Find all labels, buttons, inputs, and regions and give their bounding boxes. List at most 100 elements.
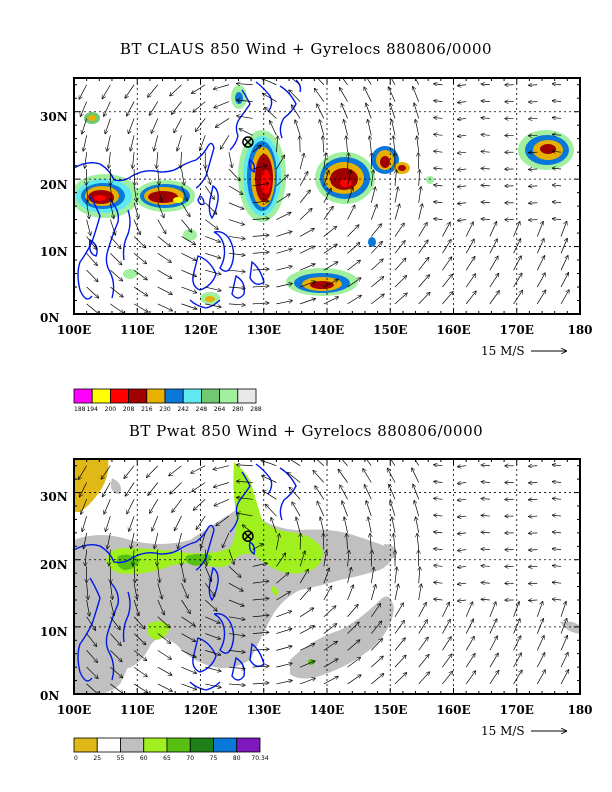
wind-vector — [418, 275, 430, 288]
wind-vector — [228, 684, 245, 685]
wind-vector — [181, 683, 197, 690]
wind-vector — [299, 678, 315, 685]
cloud-patches-minor — [84, 85, 434, 304]
wind-vector — [442, 257, 451, 271]
colorbar-swatch — [200, 388, 220, 404]
colorbar-swatch — [143, 737, 168, 753]
wind-vector — [560, 239, 567, 254]
wind-vector — [391, 120, 396, 136]
wind-vector — [105, 118, 111, 133]
wind-vector — [442, 222, 450, 237]
colorbar-swatch — [182, 388, 202, 404]
wind-vector — [79, 84, 87, 99]
wind-vector — [157, 202, 164, 218]
wind-vector — [320, 120, 325, 136]
wind-vector — [434, 482, 443, 483]
lon-label: 120E — [183, 323, 217, 337]
colorbar-swatch — [237, 388, 257, 404]
wind-vector — [394, 621, 404, 634]
wind-vector — [299, 569, 308, 584]
wind-vector — [239, 129, 253, 136]
wind-vector — [291, 105, 301, 119]
wind-vector — [465, 671, 475, 685]
wind-vector — [323, 586, 332, 601]
wind-vector — [127, 499, 135, 513]
wind-vector — [205, 236, 220, 242]
wind-vector — [292, 502, 301, 517]
wind-vector — [348, 153, 349, 170]
wind-vector — [323, 189, 331, 203]
wind-vector — [413, 87, 420, 102]
wind-vector — [481, 101, 490, 102]
colorbar-label: 194 — [86, 406, 98, 413]
wind-vector — [434, 549, 443, 550]
wind-vector — [414, 459, 420, 466]
colorbar: 188 194 200 208 216 230 242 248 264 280 288 — [73, 388, 262, 413]
wind-vector — [347, 260, 361, 271]
wind-vector — [370, 170, 373, 186]
wind-vector — [553, 515, 562, 516]
colorbar-label: 75 — [210, 755, 218, 762]
wind-vector — [344, 120, 348, 136]
wind-vector — [133, 599, 139, 615]
wind-vector — [129, 515, 135, 531]
axis-ticks — [73, 459, 581, 695]
wind-vector — [324, 153, 326, 170]
wind-vector — [412, 468, 420, 483]
wind-vector — [157, 219, 166, 234]
wind-vector — [370, 534, 371, 550]
wind-vector — [394, 655, 406, 668]
wind-vector — [458, 499, 467, 500]
wind-vector — [174, 118, 182, 132]
wind-vector — [389, 485, 396, 500]
colorbar-swatch — [164, 388, 184, 404]
wind-vector — [560, 256, 568, 271]
wind-vector — [288, 472, 301, 483]
wind-vector — [553, 101, 562, 102]
wind-vector — [442, 274, 452, 288]
cloud-cluster-south-china-sea — [74, 174, 139, 218]
wind-vector — [181, 253, 196, 260]
wind-vector — [393, 136, 395, 153]
wind-vector — [177, 135, 182, 150]
wind-vector — [276, 680, 292, 685]
wind-vector — [299, 154, 304, 170]
wind-vector — [388, 87, 396, 102]
wind-vector — [323, 624, 337, 634]
wind-vector — [147, 465, 159, 478]
wind-vector — [252, 632, 269, 633]
wind-vector — [347, 295, 362, 305]
wind-vector — [228, 616, 245, 620]
wind-vector — [536, 653, 544, 668]
wind-vector — [192, 84, 206, 94]
wind-vector — [287, 78, 301, 86]
wind-vector — [317, 104, 325, 119]
wind-vector — [371, 550, 372, 567]
gyreloc-marker — [242, 136, 254, 148]
wind-vector — [342, 501, 348, 517]
wind-vector — [465, 602, 472, 617]
wind-vector — [228, 650, 245, 652]
wind-vector — [390, 459, 396, 466]
wind-vector — [157, 185, 162, 202]
wind-vector — [82, 118, 87, 133]
wind-vector — [299, 190, 310, 203]
wind-vector — [172, 101, 182, 115]
wind-vector — [458, 566, 467, 567]
wind-vector — [458, 220, 467, 221]
wind-vector — [276, 663, 292, 668]
panel2-title: BT Pwat 850 Wind + Gyrelocs 880806/0000 — [128, 422, 484, 440]
wind-vector — [133, 185, 137, 202]
wind-vector — [133, 616, 145, 629]
wind-vector — [390, 103, 396, 119]
wind-vector — [370, 604, 380, 617]
wind-scale-label: 15 M/S — [481, 344, 525, 358]
wind-vector — [560, 636, 567, 651]
wind-vector — [276, 646, 291, 651]
wind-vector — [204, 566, 211, 581]
wind-vector — [395, 170, 396, 186]
wind-vector — [299, 644, 314, 651]
colorbar-label: 248 — [196, 406, 208, 413]
wind-vector — [323, 568, 329, 584]
colorbar-label: 80 — [233, 755, 241, 762]
